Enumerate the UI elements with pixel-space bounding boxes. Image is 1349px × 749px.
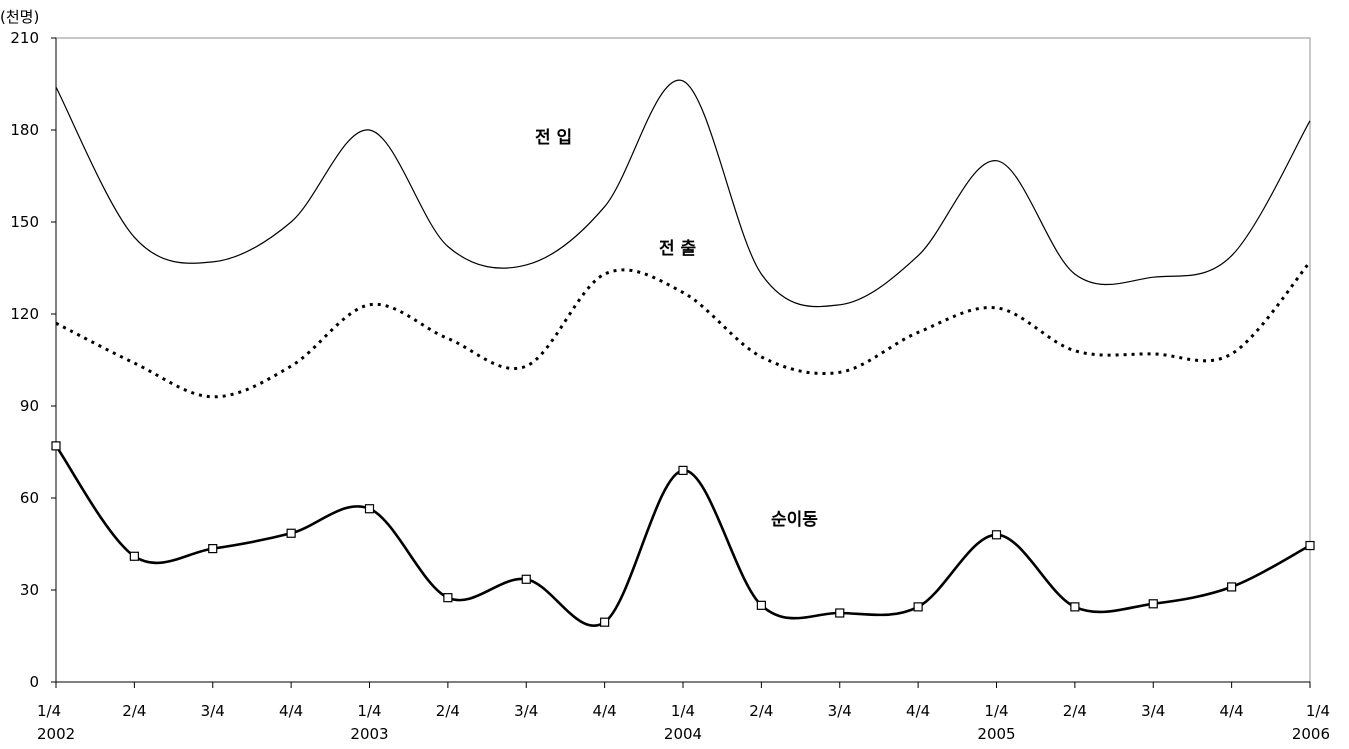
data-point-marker bbox=[601, 618, 609, 626]
x-tick-label: 1/4 bbox=[671, 702, 695, 720]
x-tick-label: 2/4 bbox=[436, 702, 460, 720]
x-tick-label: 1/4 bbox=[984, 702, 1008, 720]
x-year-label: 2005 bbox=[977, 725, 1015, 743]
x-tick-label: 2/4 bbox=[749, 702, 773, 720]
x-year-label: 2004 bbox=[664, 725, 702, 743]
series-label-net: 순이동 bbox=[771, 510, 818, 530]
series-markers bbox=[52, 442, 1314, 626]
data-point-marker bbox=[52, 442, 60, 450]
x-tick-label: 3/4 bbox=[828, 702, 852, 720]
x-year-label: 2003 bbox=[350, 725, 388, 743]
x-tick-label: 2/4 bbox=[122, 702, 146, 720]
y-tick-label: 150 bbox=[10, 213, 39, 231]
x-tick-label: 4/4 bbox=[1220, 702, 1244, 720]
y-tick-label: 90 bbox=[20, 397, 39, 415]
y-tick-label: 30 bbox=[20, 581, 39, 599]
plot-border bbox=[56, 38, 1310, 682]
data-point-marker bbox=[130, 552, 138, 560]
data-point-marker bbox=[679, 466, 687, 474]
x-tick-label: 2/4 bbox=[1063, 702, 1087, 720]
y-tick-label: 60 bbox=[20, 489, 39, 507]
data-point-marker bbox=[1071, 603, 1079, 611]
series-label-outflow: 전 출 bbox=[659, 239, 697, 259]
y-axis-ticks: 0 30 60 90 120 150 180 210 bbox=[10, 29, 56, 691]
x-tick-label: 3/4 bbox=[1141, 702, 1165, 720]
y-axis-unit: (천명) bbox=[0, 8, 39, 26]
series-label-inflow: 전 입 bbox=[535, 128, 572, 148]
data-point-marker bbox=[993, 531, 1001, 539]
x-tick-label: 3/4 bbox=[514, 702, 538, 720]
y-tick-label: 210 bbox=[10, 29, 39, 47]
y-tick-label: 0 bbox=[29, 673, 39, 691]
x-tick-label: 1/4 bbox=[357, 702, 381, 720]
data-point-marker bbox=[836, 609, 844, 617]
x-year-label: 2002 bbox=[37, 725, 75, 743]
x-tick-label: 4/4 bbox=[279, 702, 303, 720]
data-point-marker bbox=[287, 529, 295, 537]
x-tick-label: 3/4 bbox=[201, 702, 225, 720]
series-lines bbox=[56, 80, 1310, 626]
data-point-marker bbox=[209, 545, 217, 553]
series-line-outflow bbox=[56, 262, 1310, 397]
data-point-marker bbox=[366, 505, 374, 513]
x-tick-label: 1/4 bbox=[1306, 702, 1330, 720]
data-point-marker bbox=[1149, 600, 1157, 608]
data-point-marker bbox=[757, 601, 765, 609]
x-tick-label: 4/4 bbox=[593, 702, 617, 720]
x-axis-ticks: 1/4 2002 2/4 3/4 4/4 1/4 2003 2/4 3/4 4/4 1/4 2004 2… bbox=[37, 682, 1330, 743]
series-line-inflow bbox=[56, 80, 1310, 307]
data-point-marker bbox=[1306, 542, 1314, 550]
data-point-marker bbox=[444, 594, 452, 602]
x-year-label: 2006 bbox=[1292, 725, 1330, 743]
data-point-marker bbox=[522, 575, 530, 583]
x-tick-label: 1/4 bbox=[37, 702, 61, 720]
y-tick-label: 120 bbox=[10, 305, 39, 323]
data-point-marker bbox=[1228, 583, 1236, 591]
x-tick-label: 4/4 bbox=[906, 702, 930, 720]
plot-frame bbox=[56, 38, 1310, 682]
data-point-marker bbox=[914, 603, 922, 611]
y-tick-label: 180 bbox=[10, 121, 39, 139]
